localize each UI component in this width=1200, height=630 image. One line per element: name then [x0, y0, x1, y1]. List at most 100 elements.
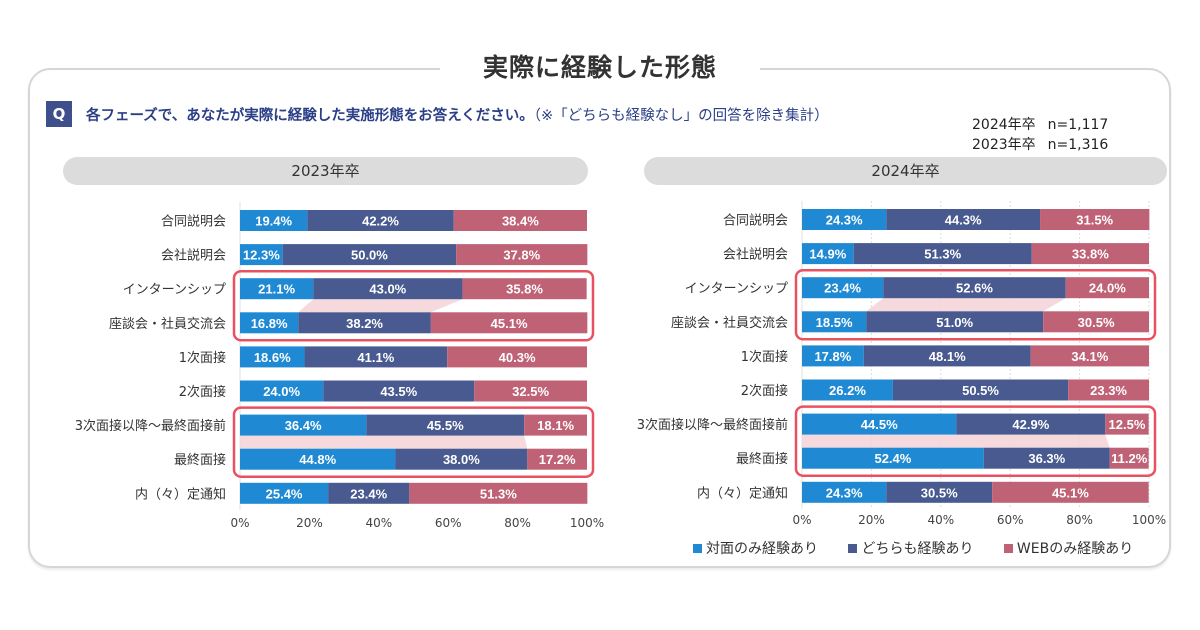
bar-segment	[886, 481, 993, 503]
data-label: 32.5%	[512, 384, 549, 399]
legend: 対面のみ経験あり どちらも経験あり WEBのみ経験あり	[693, 538, 1159, 558]
data-label: 12.5%	[1109, 417, 1146, 432]
bar-segment	[366, 414, 525, 436]
x-tick-label: 80%	[504, 516, 531, 530]
data-label: 51.3%	[924, 247, 961, 262]
data-label: 42.2%	[362, 214, 399, 229]
data-label: 24.3%	[826, 485, 863, 500]
chart-title-2024: 2024年卒	[644, 157, 1167, 185]
category-label: 最終面接	[736, 451, 788, 467]
bar-segment	[802, 481, 887, 503]
data-label: 11.2%	[1111, 451, 1148, 466]
category-label: 座談会・社員交流会	[109, 316, 226, 332]
category-label: 1次面接	[179, 350, 226, 366]
category-label: 3次面接以降～最終面接前	[637, 417, 788, 433]
x-tick-label: 20%	[296, 516, 323, 530]
bar-segment	[1109, 447, 1149, 469]
sample-label: 2023年卒	[972, 137, 1036, 153]
category-label: 合同説明会	[723, 213, 788, 229]
data-label: 51.3%	[480, 486, 517, 501]
category-label: 内（々）定通知	[697, 485, 788, 501]
data-label: 24.0%	[1089, 281, 1126, 296]
data-label: 25.4%	[266, 486, 303, 501]
category-label: 2次面接	[741, 383, 788, 399]
data-label: 23.4%	[824, 281, 861, 296]
bar-segment	[240, 210, 308, 231]
chart-title-2023: 2023年卒	[63, 157, 588, 185]
data-label: 17.2%	[539, 452, 576, 467]
connector-shape	[956, 434, 1110, 448]
data-label: 50.0%	[351, 248, 388, 263]
x-tick-label: 40%	[365, 516, 392, 530]
bar-segment	[1105, 413, 1149, 435]
bar-segment	[240, 346, 305, 368]
highlight-box	[232, 269, 595, 342]
data-label: 26.2%	[829, 383, 866, 398]
bar-segment	[802, 413, 957, 435]
data-label: 44.8%	[299, 452, 336, 467]
bar-segment	[307, 210, 454, 231]
data-label: 48.1%	[929, 349, 966, 364]
data-label: 52.6%	[956, 281, 993, 296]
bar-segment	[453, 210, 587, 231]
data-label: 45.5%	[427, 418, 464, 433]
data-label: 42.9%	[1012, 417, 1049, 432]
bar-segment	[892, 379, 1069, 401]
data-label: 21.1%	[258, 282, 295, 297]
bar-segment	[983, 447, 1110, 469]
bar-segment	[992, 481, 1149, 503]
data-label: 38.4%	[502, 214, 539, 229]
bar-segment	[524, 414, 587, 436]
legend-label: どちらも経験あり	[861, 541, 974, 557]
data-label: 35.8%	[506, 282, 543, 297]
connector-shape	[240, 435, 396, 449]
sample-size-2024: 2024年卒 n=1,117	[972, 114, 1108, 134]
highlight-box	[232, 406, 595, 478]
x-tick-label: 60%	[997, 513, 1024, 527]
bar-segment	[802, 209, 887, 230]
bar-segment	[240, 244, 283, 266]
data-label: 36.3%	[1028, 451, 1065, 466]
highlight-box	[794, 405, 1157, 477]
data-label: 43.5%	[380, 384, 417, 399]
bar-segment	[430, 312, 588, 334]
bar-segment	[474, 380, 587, 402]
bar-segment	[853, 243, 1032, 265]
bar-segment	[240, 312, 299, 334]
category-label: 3次面接以降～最終面接前	[75, 418, 226, 434]
data-label: 18.1%	[537, 418, 574, 433]
bar-segment	[802, 311, 867, 333]
data-label: 38.0%	[443, 452, 480, 467]
bar-segment	[1068, 379, 1149, 401]
data-label: 23.3%	[1090, 383, 1127, 398]
sample-size-2023: 2023年卒 n=1,316	[972, 134, 1108, 154]
connector-shape	[298, 299, 463, 313]
connector-shape	[866, 298, 1066, 312]
data-label: 36.4%	[285, 418, 322, 433]
data-label: 23.4%	[350, 486, 387, 501]
legend-item-web: WEBのみ経験あり	[1003, 538, 1133, 558]
legend-swatch-icon	[693, 543, 702, 553]
data-label: 50.5%	[962, 383, 999, 398]
bar-segment	[328, 482, 410, 504]
data-label: 43.0%	[369, 282, 406, 297]
data-label: 52.4%	[874, 451, 911, 466]
x-tick-label: 0%	[230, 516, 249, 530]
data-label: 37.8%	[503, 248, 540, 263]
category-label: 座談会・社員交流会	[671, 315, 788, 331]
bar-segment	[866, 311, 1044, 333]
connector-shape	[802, 434, 984, 448]
bar-segment	[409, 482, 588, 504]
x-tick-label: 100%	[570, 516, 604, 530]
x-tick-label: 60%	[435, 516, 462, 530]
bar-segment	[802, 277, 884, 299]
x-tick-label: 80%	[1066, 513, 1093, 527]
bar-segment	[240, 278, 314, 300]
data-label: 44.5%	[861, 417, 898, 432]
data-label: 41.1%	[357, 350, 394, 365]
data-label: 40.3%	[499, 350, 536, 365]
data-label: 30.5%	[921, 485, 958, 500]
bar-segment	[1043, 311, 1149, 333]
bar-segment	[395, 448, 528, 470]
